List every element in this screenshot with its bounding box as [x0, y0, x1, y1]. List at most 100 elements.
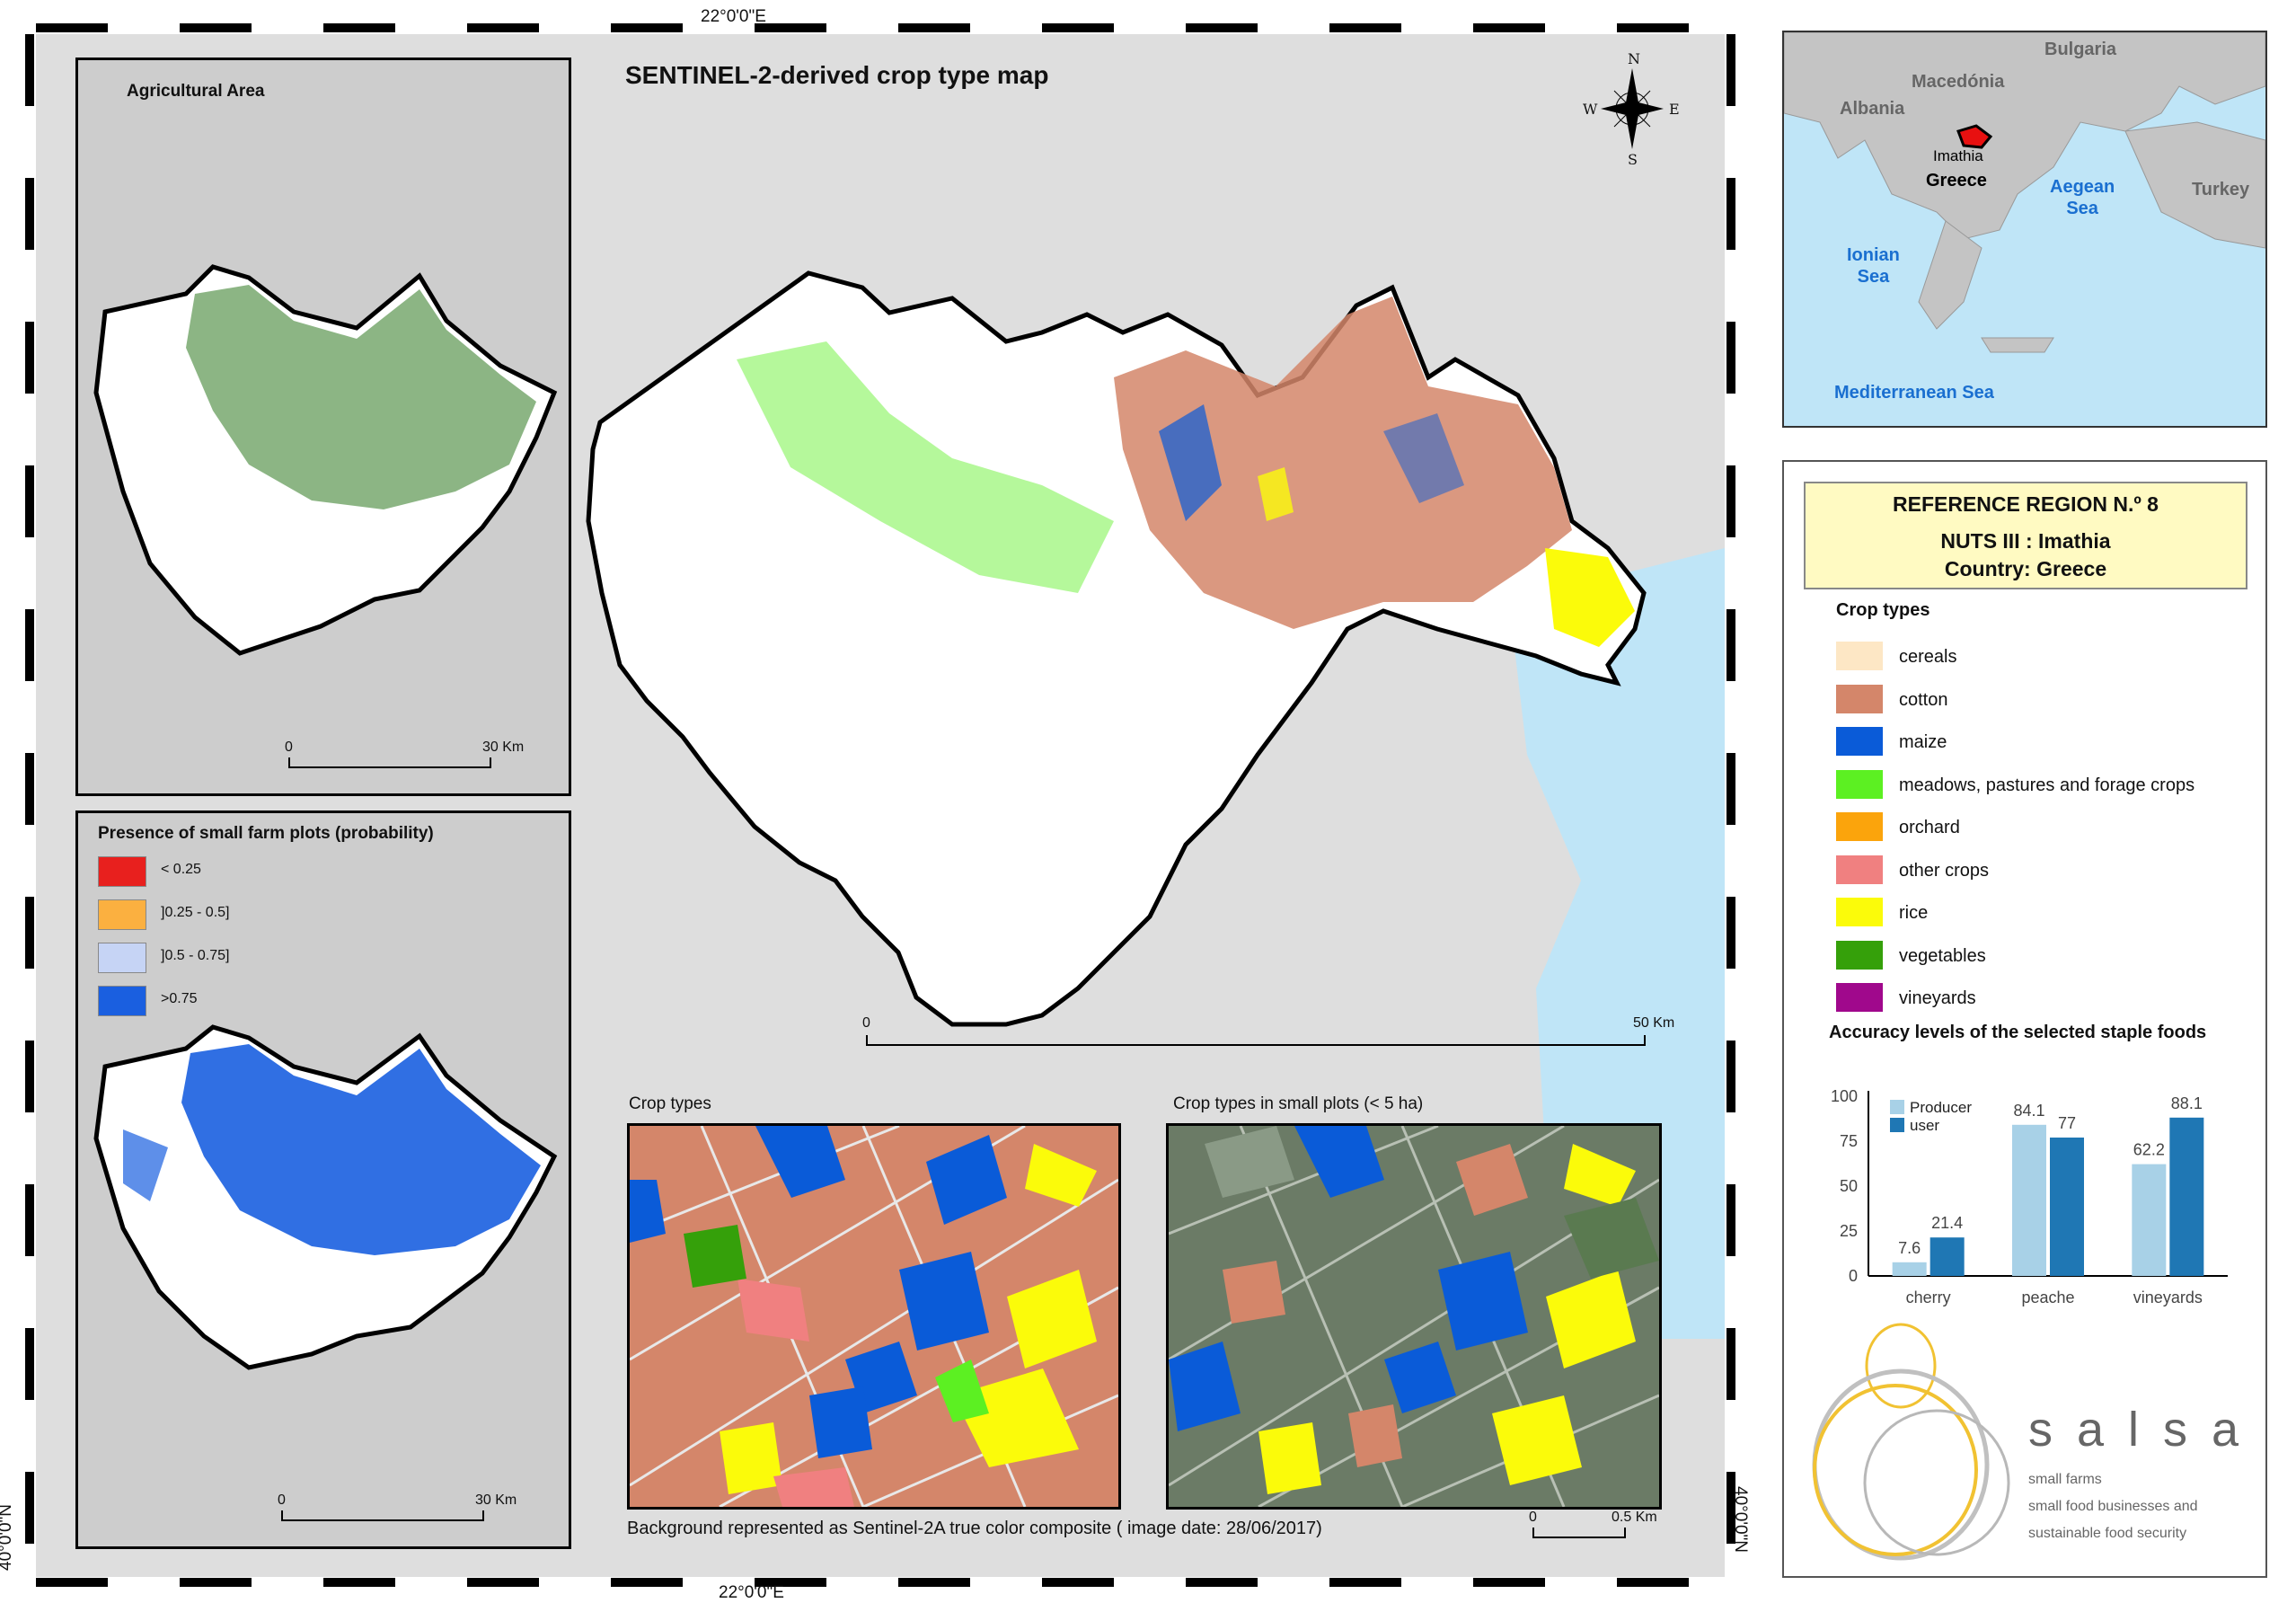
crop-legend-label: maize — [1899, 732, 1947, 752]
border-tick — [36, 1578, 108, 1587]
crop-legend-label: meadows, pastures and forage crops — [1899, 775, 2195, 795]
border-tick — [755, 23, 826, 32]
salsa-line3: sustainable food security — [2028, 1526, 2187, 1541]
prob-legend-item: >0.75 — [98, 986, 457, 1018]
border-tick — [25, 1328, 34, 1400]
border-tick — [25, 322, 34, 394]
border-tick — [36, 23, 108, 32]
agri-panel-title: Agricultural Area — [127, 82, 265, 101]
compass-rose-icon — [1601, 68, 1664, 149]
y-tick-label: 100 — [1831, 1087, 1858, 1105]
border-tick — [611, 23, 683, 32]
border-tick — [25, 178, 34, 250]
compass-s: S — [1628, 151, 1638, 168]
crop-legend-swatch — [1836, 727, 1883, 756]
border-tick — [1726, 1184, 1735, 1256]
crop-legend-item: vegetables — [1836, 940, 2249, 973]
agri-region-map — [93, 264, 558, 656]
bar-value-label: 62.2 — [2133, 1141, 2165, 1159]
border-tick — [25, 1472, 34, 1544]
locator-macedonia: Macedónia — [1912, 72, 2005, 92]
border-tick — [1726, 1472, 1735, 1544]
prob-legend-label: < 0.25 — [161, 862, 201, 877]
border-tick — [323, 1578, 395, 1587]
border-tick — [180, 1578, 252, 1587]
bar-user — [1930, 1237, 1965, 1276]
crop-legend-swatch — [1836, 642, 1883, 670]
crop-legend-item: meadows, pastures and forage crops — [1836, 769, 2249, 802]
right-lat-label: 40°0'0"N — [1730, 1486, 1750, 1553]
salsa-logo: s a l s a small farms small food busines… — [1802, 1312, 2260, 1563]
border-tick — [25, 897, 34, 969]
inset-left-title: Crop types — [629, 1094, 711, 1113]
border-tick — [898, 1578, 970, 1587]
crop-legend-swatch — [1836, 940, 1883, 970]
salsa-line2: small food businesses and — [2028, 1499, 2198, 1514]
legend-panel: REFERENCE REGION N.º 8 NUTS III : Imathi… — [1782, 460, 2267, 1578]
main-map-title: SENTINEL-2-derived crop type map — [625, 61, 1049, 89]
border-tick — [1329, 23, 1401, 32]
probability-panel: Presence of small farm plots (probabilit… — [75, 810, 571, 1549]
border-tick — [1726, 753, 1735, 825]
crop-legend-label: other crops — [1899, 860, 1990, 881]
crop-legend-item: rice — [1836, 898, 2249, 930]
crop-legend-swatch — [1836, 983, 1883, 1012]
y-tick-label: 25 — [1840, 1222, 1858, 1240]
small-plots-inset-map — [1169, 1126, 1659, 1507]
crop-legend-item: other crops — [1836, 855, 2249, 888]
small-plots-inset — [1166, 1123, 1662, 1510]
main-scale-end: 50 Km — [1633, 1015, 1675, 1031]
border-tick — [755, 1578, 826, 1587]
salsa-rings-icon — [1812, 1323, 2010, 1561]
border-tick — [323, 23, 395, 32]
top-lon-label: 22°0'0"E — [701, 7, 766, 26]
prob-legend-swatch — [98, 899, 146, 930]
main-crop-map — [586, 270, 1725, 1339]
locator-ionian: Ionian Sea — [1847, 245, 1900, 287]
north-arrow-compass: N S E W — [1583, 50, 1682, 168]
prob-panel-title: Presence of small farm plots (probabilit… — [98, 824, 434, 843]
main-scale-start: 0 — [862, 1015, 870, 1031]
y-tick-label: 50 — [1840, 1177, 1858, 1195]
inset-footnote: Background represented as Sentinel-2A tr… — [627, 1519, 1322, 1538]
accuracy-chart: 0 25 50 75 100 cherry 7.6 21.4 peache 84.1 77 viney… — [1831, 1087, 2228, 1306]
agricultural-area-panel: Agricultural Area 0 30 Km — [75, 58, 571, 796]
x-tick-label: peache — [2021, 1289, 2074, 1306]
chart-legend-swatch — [1890, 1118, 1904, 1132]
border-tick — [1726, 1041, 1735, 1112]
border-tick — [1186, 1578, 1258, 1587]
border-tick — [611, 1578, 683, 1587]
chart-legend-swatch — [1890, 1100, 1904, 1114]
country-label: Country: Greece — [1944, 557, 2107, 580]
border-tick — [1617, 1578, 1689, 1587]
bar-value-label: 88.1 — [2171, 1094, 2203, 1112]
border-tick — [25, 465, 34, 537]
inset-right-title: Crop types in small plots (< 5 ha) — [1173, 1094, 1424, 1113]
border-tick — [1329, 1578, 1401, 1587]
border-tick — [898, 23, 970, 32]
locator-map: Bulgaria Macedónia Albania Imathia Greec… — [1782, 31, 2267, 428]
prob-legend-label: ]0.5 - 0.75] — [161, 948, 230, 963]
crop-legend-label: cotton — [1899, 689, 1948, 710]
x-tick-label: vineyards — [2133, 1289, 2203, 1306]
crop-legend-label: orchard — [1899, 818, 1960, 837]
prob-scale-end: 30 Km — [475, 1492, 517, 1508]
prob-scale-bar — [281, 1510, 484, 1521]
chart-legend-label: user — [1910, 1117, 1939, 1134]
prob-legend-swatch — [98, 986, 146, 1016]
border-tick — [1726, 322, 1735, 394]
prob-legend-item: ]0.5 - 0.75] — [98, 943, 457, 975]
border-tick — [1042, 23, 1114, 32]
x-tick-label: cherry — [1906, 1289, 1951, 1306]
crop-legend-label: cereals — [1899, 647, 1957, 667]
prob-legend-label: ]0.25 - 0.5] — [161, 905, 230, 920]
locator-bulgaria: Bulgaria — [2044, 40, 2117, 59]
agri-scale-end: 30 Km — [482, 740, 525, 755]
border-tick — [1726, 897, 1735, 969]
crop-legend-item: orchard — [1836, 812, 2249, 845]
inset-scale-bar — [1532, 1528, 1626, 1538]
prob-legend-swatch — [98, 856, 146, 887]
border-tick — [1726, 1328, 1735, 1400]
crop-legend-label: vineyards — [1899, 988, 1976, 1008]
border-tick — [1473, 23, 1545, 32]
